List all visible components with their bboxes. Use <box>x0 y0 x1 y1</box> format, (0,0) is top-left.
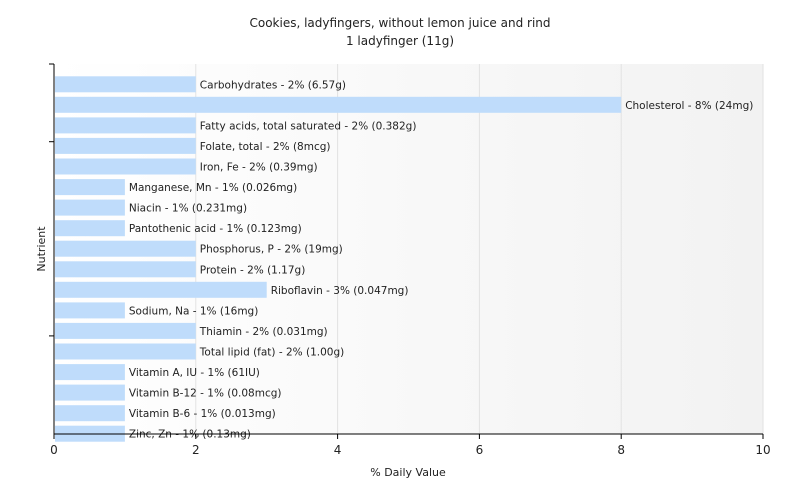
axes: 0 2 4 6 8 10 <box>49 63 771 457</box>
bar-14 <box>55 364 125 381</box>
bar-label-2: Fatty acids, total saturated - 2% (0.382… <box>200 120 417 132</box>
bar-label-5: Manganese, Mn - 1% (0.026mg) <box>129 182 297 194</box>
bar-10 <box>55 281 267 298</box>
bar-8 <box>55 240 196 257</box>
bar-0 <box>55 76 196 93</box>
bar-label-15: Vitamin B-12 - 1% (0.08mcg) <box>129 388 282 400</box>
bar-12 <box>55 322 196 339</box>
x-axis-title: % Daily Value <box>370 466 446 479</box>
bar-5 <box>55 179 125 196</box>
bars-group: Carbohydrates - 2% (6.57g) Cholesterol - … <box>55 76 753 442</box>
x-tick-label-5: 10 <box>755 443 770 457</box>
bar-9 <box>55 261 196 278</box>
bar-label-7: Pantothenic acid - 1% (0.123mg) <box>129 223 302 235</box>
x-tick-label-1: 2 <box>192 443 200 457</box>
bar-label-14: Vitamin A, IU - 1% (61IU) <box>129 367 260 379</box>
x-tick-label-0: 0 <box>50 443 58 457</box>
bar-11 <box>55 302 125 319</box>
bar-label-12: Thiamin - 2% (0.031mg) <box>199 326 328 338</box>
bar-label-4: Iron, Fe - 2% (0.39mg) <box>200 162 318 174</box>
x-tick-label-4: 8 <box>617 443 625 457</box>
bar-label-16: Vitamin B-6 - 1% (0.013mg) <box>129 408 276 420</box>
bar-6 <box>55 199 125 216</box>
chart-subtitle: 1 ladyfinger (11g) <box>346 34 454 48</box>
bar-4 <box>55 158 196 175</box>
bar-label-1: Cholesterol - 8% (24mg) <box>625 100 753 112</box>
bar-13 <box>55 343 196 360</box>
bar-label-9: Protein - 2% (1.17g) <box>200 264 306 276</box>
bar-label-8: Phosphorus, P - 2% (19mg) <box>200 244 343 256</box>
bar-label-10: Riboflavin - 3% (0.047mg) <box>271 285 409 297</box>
bar-label-3: Folate, total - 2% (8mcg) <box>200 141 331 153</box>
bar-1 <box>55 96 622 113</box>
x-tick-label-2: 4 <box>334 443 342 457</box>
bar-label-13: Total lipid (fat) - 2% (1.00g) <box>199 347 344 359</box>
bar-16 <box>55 405 125 422</box>
x-tick-label-3: 6 <box>476 443 484 457</box>
y-axis-title: Nutrient <box>35 226 48 272</box>
bar-15 <box>55 384 125 401</box>
bar-label-11: Sodium, Na - 1% (16mg) <box>129 305 258 317</box>
chart-title: Cookies, ladyfingers, without lemon juic… <box>249 16 550 30</box>
bar-label-0: Carbohydrates - 2% (6.57g) <box>200 79 346 91</box>
bar-label-6: Niacin - 1% (0.231mg) <box>129 203 247 215</box>
bar-2 <box>55 117 196 134</box>
bar-7 <box>55 220 125 237</box>
bar-label-17: Zinc, Zn - 1% (0.13mg) <box>129 429 251 441</box>
bar-3 <box>55 137 196 154</box>
